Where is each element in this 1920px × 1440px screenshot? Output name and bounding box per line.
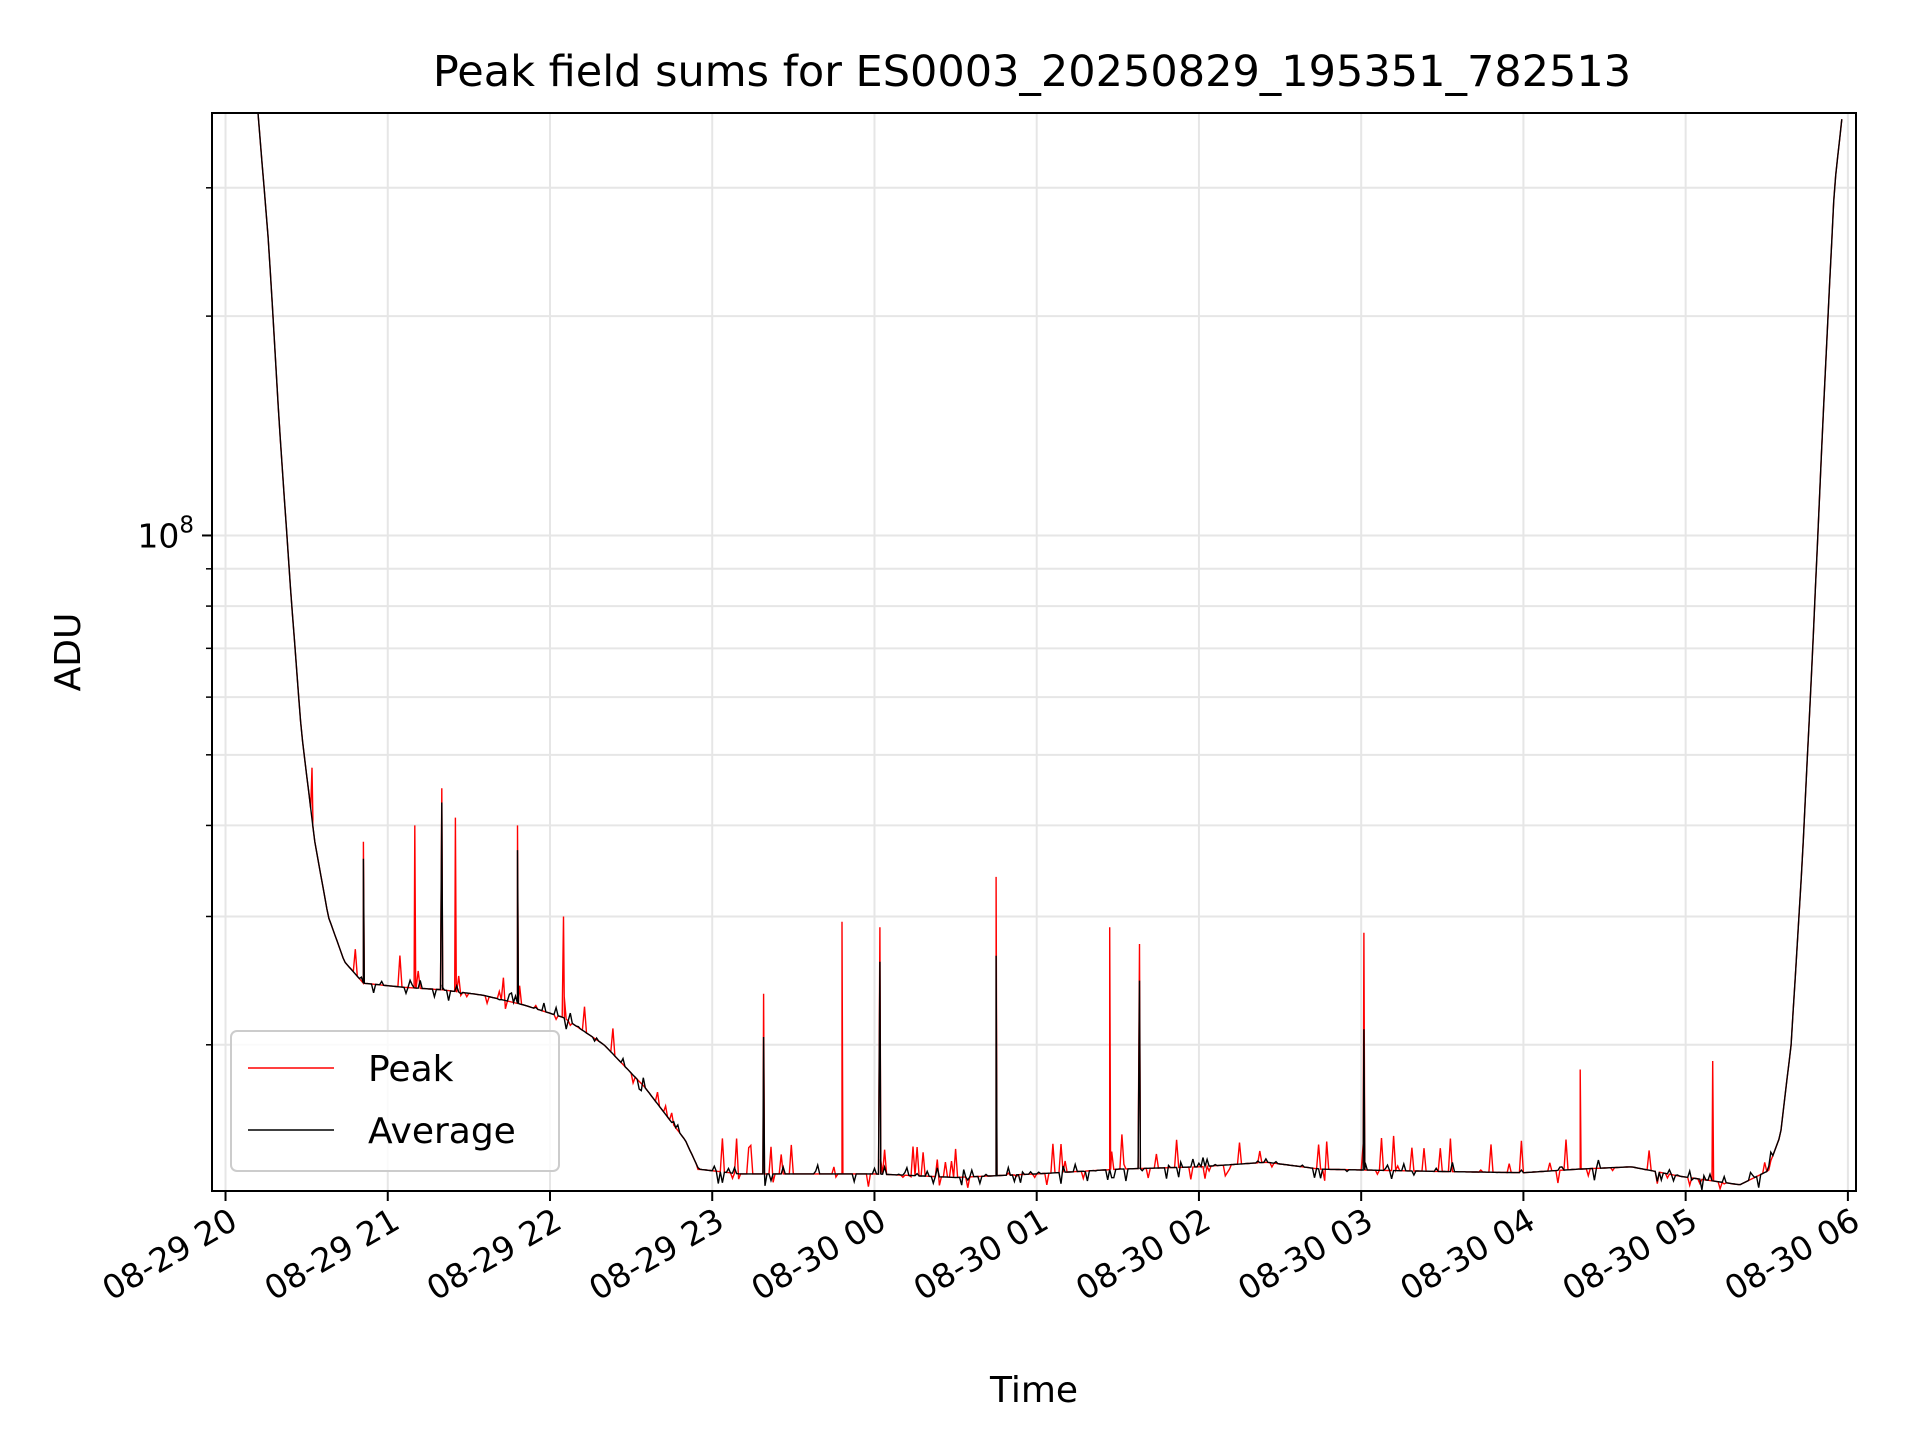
average-series-line	[257, 113, 1843, 1191]
y-axis-ticks: 108	[137, 187, 212, 1046]
series-lines	[257, 113, 1843, 1191]
plot-frame	[211, 112, 1857, 1192]
x-gridlines	[224, 113, 1849, 1191]
y-major-tick-label: 108	[137, 512, 194, 555]
legend: Peak Average	[230, 1030, 560, 1172]
y-axis-label: ADU	[48, 613, 89, 692]
legend-peak-label: Peak	[368, 1049, 454, 1090]
x-axis-label: Time	[989, 1370, 1078, 1411]
chart-title: Peak field sums for ES0003_20250829_1953…	[433, 47, 1631, 97]
legend-box	[230, 1030, 560, 1172]
legend-average-label: Average	[368, 1111, 516, 1152]
